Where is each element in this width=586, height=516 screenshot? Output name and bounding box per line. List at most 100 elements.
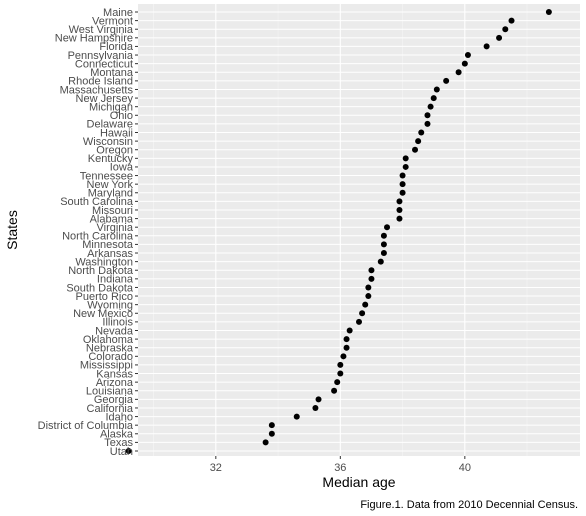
y-tick-label: Colorado — [88, 351, 133, 363]
y-tick-label: Illinois — [102, 317, 133, 329]
y-tick-label: New Jersey — [76, 93, 134, 105]
y-tick-label: Connecticut — [75, 58, 133, 70]
x-tick-label: 36 — [334, 462, 346, 474]
data-point — [508, 17, 515, 24]
y-tick-label: Tennessee — [80, 170, 133, 182]
data-point — [412, 146, 419, 153]
data-point — [399, 189, 406, 196]
y-tick-label: South Dakota — [66, 282, 134, 294]
data-point — [418, 129, 425, 136]
data-points — [125, 9, 552, 454]
y-tick-label: Arkansas — [87, 248, 133, 260]
data-point — [346, 327, 353, 334]
y-tick-label: Massachusetts — [60, 84, 134, 96]
data-point — [430, 95, 437, 102]
data-point — [502, 26, 509, 33]
y-tick-label: Louisiana — [86, 386, 134, 398]
data-point — [443, 77, 450, 84]
x-axis-title: Median age — [322, 474, 395, 490]
data-point — [268, 430, 275, 437]
data-point — [402, 163, 409, 170]
figure-caption: Figure.1. Data from 2010 Decennial Censu… — [360, 499, 578, 511]
y-tick-label: New Hampshire — [55, 33, 133, 45]
data-point — [396, 215, 403, 222]
y-tick-label: New York — [87, 179, 134, 191]
data-point — [399, 172, 406, 179]
y-tick-label: Minnesota — [82, 239, 134, 251]
data-point — [424, 120, 431, 127]
y-tick-label: Pennsylvania — [68, 50, 134, 62]
data-point — [545, 9, 552, 15]
data-point — [343, 336, 350, 343]
y-tick-label: Washington — [75, 256, 133, 268]
y-tick-label: Maine — [103, 7, 133, 19]
data-point — [424, 112, 431, 119]
data-point — [380, 250, 387, 257]
y-tick-label: Arizona — [96, 377, 134, 389]
data-point — [433, 86, 440, 93]
y-tick-label: North Dakota — [68, 265, 134, 277]
y-tick-label: Kansas — [96, 368, 133, 380]
data-point — [365, 284, 372, 291]
y-tick-label: Oklahoma — [83, 334, 134, 346]
data-point — [368, 267, 375, 274]
y-tick-label: Missouri — [92, 205, 133, 217]
y-tick-label: Nebraska — [86, 343, 134, 355]
y-tick-label: Wisconsin — [83, 136, 133, 148]
y-tick-label: Rhode Island — [68, 76, 133, 88]
y-tick-label: West Virginia — [69, 24, 134, 36]
data-point — [427, 103, 434, 110]
data-point — [362, 301, 369, 308]
data-point — [262, 439, 269, 446]
y-tick-label: Montana — [90, 67, 134, 79]
data-point — [464, 52, 471, 59]
y-tick-label: Nevada — [95, 325, 134, 337]
y-tick-label: Iowa — [110, 162, 134, 174]
data-point — [315, 396, 322, 403]
y-axis-title: States — [4, 210, 20, 250]
plot-panel — [138, 4, 580, 456]
y-tick-label: Florida — [99, 41, 134, 53]
data-point — [368, 275, 375, 282]
data-point — [461, 60, 468, 67]
data-point — [312, 404, 319, 411]
y-tick-label: Indiana — [97, 274, 134, 286]
data-point — [340, 353, 347, 360]
y-tick-label: Idaho — [105, 411, 133, 423]
y-tick-label: Hawaii — [100, 127, 133, 139]
y-tick-label: Ohio — [110, 110, 133, 122]
y-tick-label: Michigan — [89, 101, 133, 113]
data-point — [365, 293, 372, 300]
data-point — [377, 258, 384, 265]
grid-lines — [138, 4, 580, 456]
data-point — [337, 370, 344, 377]
data-point — [396, 198, 403, 205]
x-tick-label: 40 — [459, 462, 471, 474]
x-tick-label: 32 — [210, 462, 222, 474]
data-point — [496, 34, 503, 41]
y-tick-label: Texas — [104, 437, 133, 449]
data-point — [380, 232, 387, 239]
data-point — [415, 138, 422, 145]
y-tick-label: Vermont — [92, 15, 133, 27]
data-point — [337, 361, 344, 368]
data-point — [356, 318, 362, 325]
y-tick-label: North Carolina — [62, 231, 134, 243]
y-tick-label: Alaska — [100, 429, 134, 441]
data-point — [396, 206, 403, 213]
y-tick-label: Kentucky — [88, 153, 134, 165]
y-tick-label: New Mexico — [73, 308, 133, 320]
data-point — [268, 422, 275, 429]
data-point — [402, 155, 409, 162]
y-tick-label: Virginia — [97, 222, 134, 234]
y-tick-label: Georgia — [94, 394, 134, 406]
y-tick-label: Mississippi — [80, 360, 133, 372]
data-point — [483, 43, 490, 50]
y-tick-label: Maryland — [88, 188, 133, 200]
y-tick-label: Oregon — [96, 145, 133, 157]
data-point — [343, 344, 350, 351]
data-point — [455, 69, 462, 76]
y-tick-label: Puerto Rico — [76, 291, 133, 303]
